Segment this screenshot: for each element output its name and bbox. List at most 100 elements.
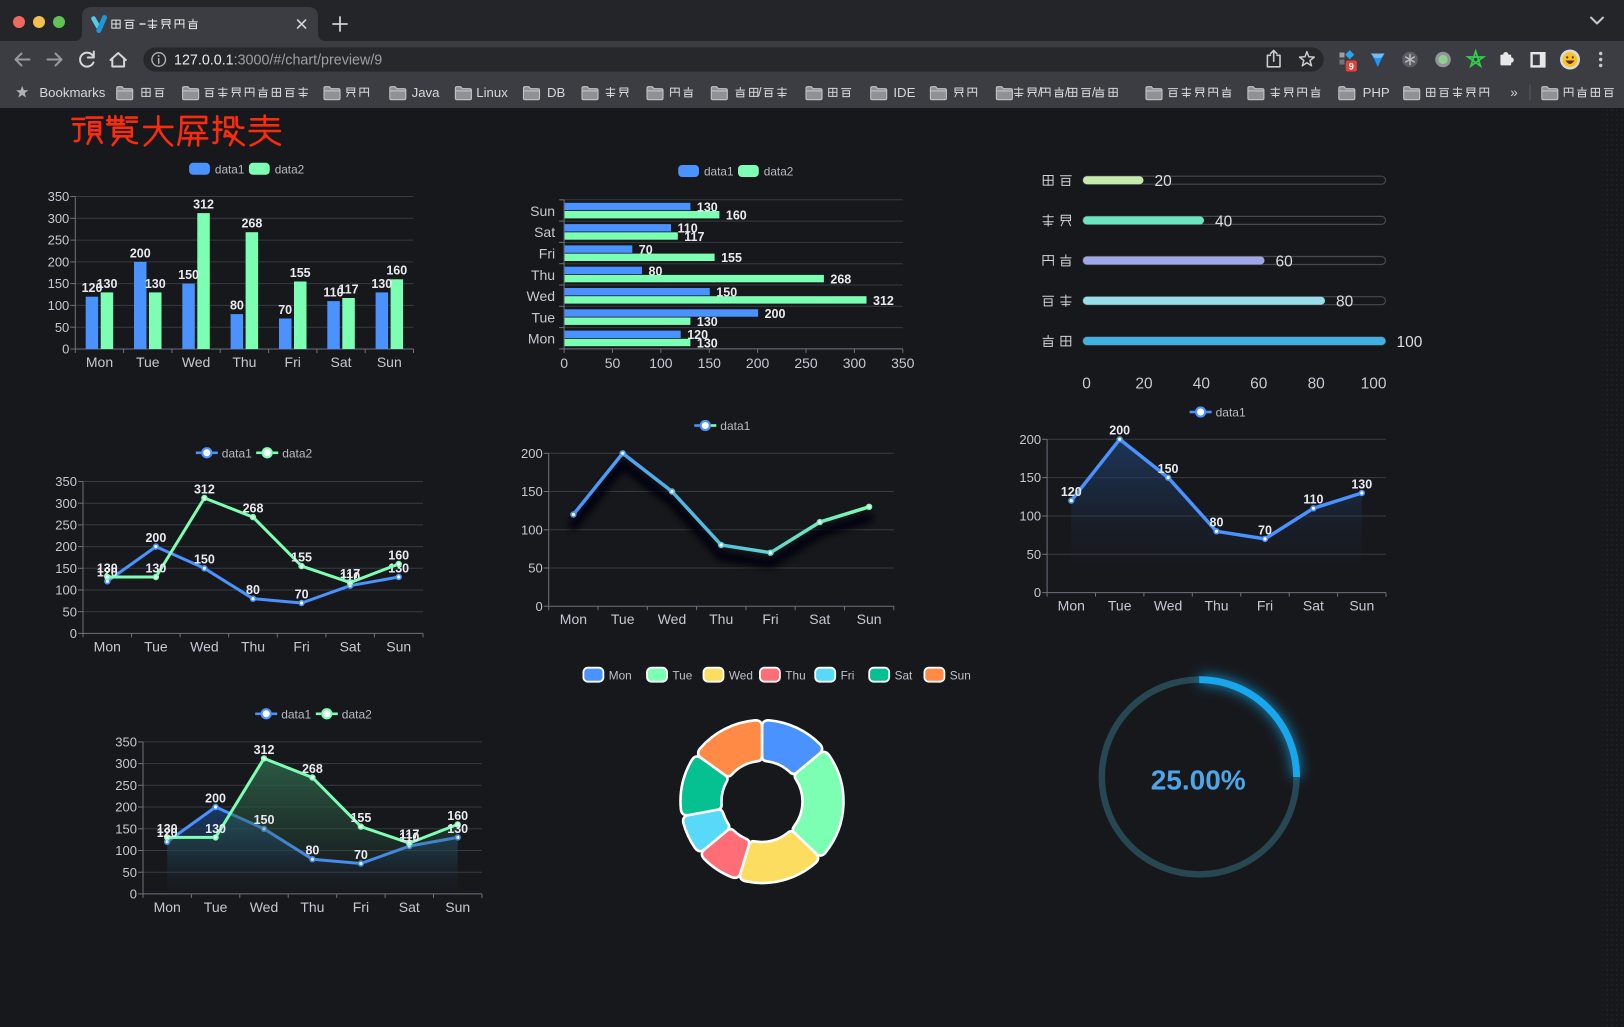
svg-text:Tue: Tue: [204, 899, 228, 915]
svg-text:/: /: [758, 85, 762, 100]
svg-text:Sun: Sun: [1349, 598, 1374, 614]
svg-text:20: 20: [1155, 173, 1173, 190]
svg-text:Tue: Tue: [531, 309, 555, 325]
svg-text:155: 155: [291, 550, 312, 564]
svg-text:312: 312: [194, 482, 215, 496]
svg-text:80: 80: [305, 844, 319, 858]
svg-text:155: 155: [721, 251, 742, 265]
svg-text:Mon: Mon: [154, 899, 181, 915]
svg-text:268: 268: [243, 501, 264, 515]
svg-text:268: 268: [302, 762, 323, 776]
svg-text:250: 250: [55, 517, 77, 532]
svg-text:0: 0: [560, 355, 568, 371]
svg-text:150: 150: [55, 561, 77, 576]
svg-text:Sat: Sat: [330, 354, 351, 370]
svg-text:200: 200: [765, 307, 786, 321]
svg-text:Sun: Sun: [857, 611, 882, 627]
svg-text:Tue: Tue: [1108, 598, 1132, 614]
svg-text:Fri: Fri: [841, 668, 855, 682]
svg-text:Wed: Wed: [182, 354, 211, 370]
svg-text:127.0.0.1:3000/#/chart/preview: 127.0.0.1:3000/#/chart/preview/9: [174, 52, 382, 68]
svg-text:data1: data1: [281, 708, 311, 722]
svg-text:130: 130: [205, 822, 226, 836]
svg-text:150: 150: [194, 553, 215, 567]
svg-text:Mon: Mon: [86, 354, 113, 370]
svg-text:100: 100: [1361, 376, 1387, 393]
svg-text:0: 0: [535, 599, 542, 614]
svg-text:50: 50: [55, 320, 69, 335]
svg-text:PHP: PHP: [1363, 85, 1390, 100]
svg-text:Thu: Thu: [531, 267, 555, 283]
svg-text:250: 250: [115, 778, 137, 793]
svg-text:312: 312: [873, 294, 894, 308]
svg-text:Wed: Wed: [527, 288, 556, 304]
svg-text:Sat: Sat: [895, 668, 913, 682]
svg-text:Tue: Tue: [672, 668, 692, 682]
svg-text:Sat: Sat: [399, 899, 420, 915]
svg-text:70: 70: [639, 243, 653, 257]
svg-text:50: 50: [528, 561, 542, 576]
svg-text:130: 130: [157, 822, 178, 836]
svg-text:120: 120: [687, 328, 708, 342]
svg-text:110: 110: [399, 830, 419, 844]
svg-text:data1: data1: [1216, 406, 1246, 420]
svg-text:100: 100: [55, 583, 77, 598]
svg-text:Fri: Fri: [285, 354, 301, 370]
svg-text:Thu: Thu: [785, 668, 805, 682]
svg-text:117: 117: [340, 567, 360, 581]
svg-text:150: 150: [254, 813, 275, 827]
svg-text:200: 200: [145, 531, 166, 545]
svg-text:150: 150: [716, 286, 737, 300]
svg-text:150: 150: [698, 355, 722, 371]
svg-text:80: 80: [649, 264, 663, 278]
svg-text:0: 0: [70, 626, 77, 641]
svg-text:160: 160: [386, 264, 407, 278]
svg-text:100: 100: [48, 298, 70, 313]
svg-text:0: 0: [62, 342, 69, 357]
svg-text:130: 130: [145, 561, 166, 575]
svg-text:160: 160: [388, 548, 409, 562]
svg-text:Sun: Sun: [530, 203, 555, 219]
svg-text:/: /: [1092, 85, 1096, 100]
svg-text:Wed: Wed: [1154, 598, 1183, 614]
svg-text:Wed: Wed: [190, 638, 219, 654]
svg-text:130: 130: [145, 277, 166, 291]
svg-text:0: 0: [130, 886, 137, 901]
svg-text:data2: data2: [282, 447, 312, 461]
svg-text:150: 150: [521, 484, 543, 499]
svg-text:0: 0: [1082, 376, 1091, 393]
svg-text:160: 160: [726, 209, 747, 223]
svg-text:350: 350: [115, 734, 137, 749]
svg-text:40: 40: [1193, 376, 1211, 393]
svg-text:100: 100: [115, 843, 137, 858]
svg-text:300: 300: [115, 756, 137, 771]
svg-text:100: 100: [521, 522, 543, 537]
svg-text:Thu: Thu: [709, 611, 733, 627]
svg-text:Mon: Mon: [609, 668, 632, 682]
svg-text:117: 117: [684, 230, 704, 244]
svg-text:200: 200: [55, 539, 77, 554]
svg-text:70: 70: [1258, 523, 1272, 537]
svg-text:50: 50: [1027, 547, 1041, 562]
svg-text:Fri: Fri: [353, 899, 369, 915]
svg-text:200: 200: [1109, 424, 1130, 438]
svg-text:80: 80: [230, 298, 244, 312]
svg-text:130: 130: [697, 200, 718, 214]
svg-text:data2: data2: [275, 162, 305, 176]
svg-text:150: 150: [115, 821, 137, 836]
svg-text:/: /: [1038, 85, 1042, 100]
svg-text:Tue: Tue: [611, 611, 635, 627]
svg-text:268: 268: [830, 272, 851, 286]
svg-text:Fri: Fri: [762, 611, 778, 627]
svg-text:80: 80: [1336, 294, 1354, 311]
svg-text:Sat: Sat: [1303, 598, 1324, 614]
svg-text:Sat: Sat: [534, 224, 555, 240]
svg-text:200: 200: [115, 800, 137, 815]
svg-text:data1: data1: [215, 162, 245, 176]
svg-text:117: 117: [399, 827, 419, 841]
svg-text:130: 130: [697, 336, 718, 350]
svg-text:312: 312: [193, 197, 214, 211]
svg-text:0: 0: [1034, 585, 1041, 600]
svg-text:200: 200: [746, 355, 770, 371]
svg-text:130: 130: [371, 277, 392, 291]
